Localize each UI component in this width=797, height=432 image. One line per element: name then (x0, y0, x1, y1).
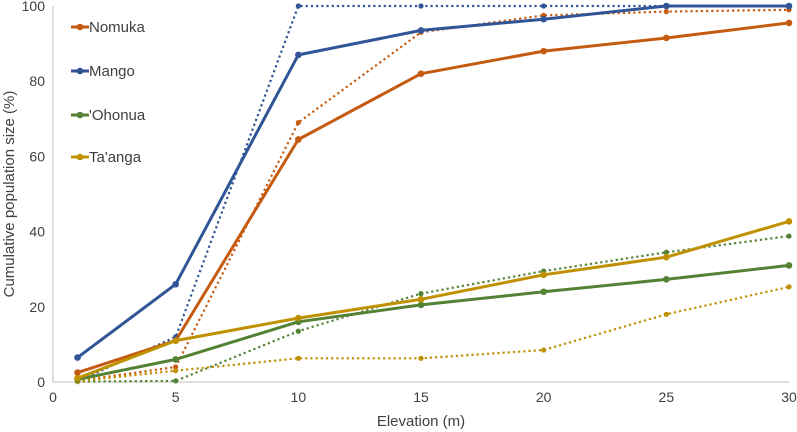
x-tick-label: 10 (291, 389, 307, 405)
data-point (785, 262, 793, 269)
series-ohonua-dotted (74, 233, 792, 385)
data-point (540, 15, 547, 23)
data-point (417, 301, 425, 309)
data-point (786, 233, 792, 239)
data-point (663, 276, 670, 283)
y-tick-label: 60 (29, 148, 45, 164)
series-ta-anga-dotted (74, 284, 792, 384)
data-point (295, 119, 301, 126)
x-axis-title: Elevation (m) (377, 413, 465, 430)
series-nomuka (74, 19, 793, 376)
data-point (172, 280, 179, 288)
data-point (785, 19, 793, 27)
data-point (295, 3, 301, 9)
y-tick-label: 20 (29, 299, 45, 315)
x-tick-label: 30 (781, 389, 797, 405)
data-point (417, 70, 425, 77)
data-point (295, 355, 301, 361)
data-point (663, 249, 669, 255)
legend-item-ohonua: 'Ohonua (71, 107, 146, 124)
legend-item-mango: Mango (71, 63, 135, 80)
legend-label: Mango (89, 63, 135, 80)
series-layer (74, 2, 793, 385)
y-tick-label: 0 (37, 374, 45, 390)
series-ta-anga (74, 218, 793, 382)
legend-marker (76, 153, 84, 161)
data-point (295, 328, 301, 334)
series-mango (74, 2, 793, 361)
series-line-nomuka (77, 21, 790, 375)
y-tick-label: 100 (22, 0, 46, 14)
series-line-ohonua (77, 263, 790, 381)
data-point (173, 368, 179, 374)
y-axis-title: Cumulative population size (%) (1, 91, 18, 298)
legend-item-ta-anga: Ta'anga (71, 149, 142, 166)
y-tick-label: 80 (29, 73, 45, 89)
data-point (663, 34, 670, 42)
data-point (540, 47, 547, 55)
series-line-ta-anga (76, 219, 790, 380)
legend-label: Nomuka (89, 19, 146, 36)
legend-item-nomuka: Nomuka (71, 19, 146, 36)
x-tick-label: 5 (172, 389, 180, 405)
data-point (663, 9, 669, 15)
data-point (173, 364, 179, 370)
data-point (785, 2, 793, 10)
data-point (295, 51, 302, 59)
data-point (541, 3, 547, 9)
data-point (418, 291, 424, 297)
data-point (663, 2, 670, 10)
data-point (540, 288, 547, 296)
legend-label: 'Ohonua (89, 107, 146, 124)
legend: Nomuka Mango 'Ohonua Ta'anga (71, 19, 146, 166)
series-line-ta-anga-dotted (77, 285, 790, 383)
y-tick-label: 40 (29, 224, 45, 240)
legend-label: Ta'anga (89, 149, 142, 166)
data-point (295, 136, 302, 143)
series-line-ohonua-dotted (77, 235, 790, 383)
data-point (541, 347, 547, 353)
data-point (418, 355, 424, 361)
data-point (540, 271, 547, 279)
legend-marker (76, 111, 84, 119)
series-ohonua (74, 262, 793, 383)
y-tick-labels: 0 20 40 60 80 100 (22, 0, 46, 390)
data-point (663, 311, 669, 317)
x-tick-labels: 0 5 10 15 20 25 30 (49, 389, 797, 405)
data-point (785, 218, 793, 225)
data-point (417, 295, 425, 303)
x-tick-label: 15 (413, 389, 429, 405)
data-point (786, 284, 792, 290)
data-point (295, 314, 302, 322)
data-point (173, 378, 179, 384)
legend-marker (76, 23, 84, 31)
axes (52, 6, 789, 383)
x-tick-label: 0 (49, 389, 57, 405)
data-point (172, 356, 179, 363)
x-tick-label: 25 (659, 389, 675, 405)
data-point (418, 3, 424, 9)
data-point (417, 27, 425, 34)
x-tick-label: 20 (536, 389, 552, 405)
data-point (172, 337, 179, 344)
data-point (74, 354, 81, 361)
data-point (74, 374, 81, 382)
legend-marker (76, 67, 84, 75)
data-point (663, 253, 670, 261)
data-point (74, 369, 81, 376)
